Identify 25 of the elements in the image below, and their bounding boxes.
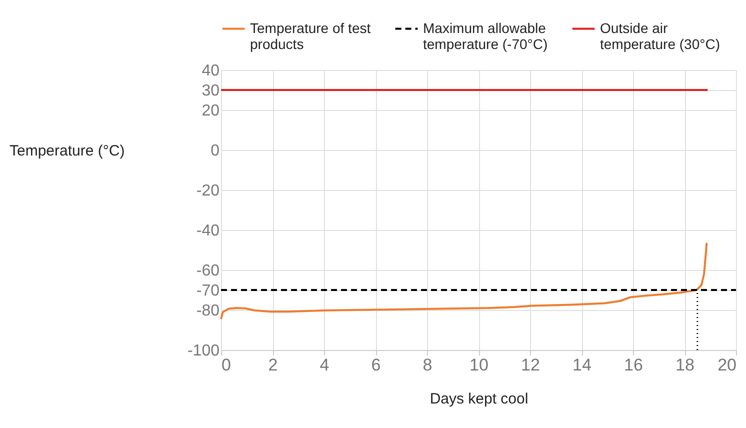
x-tick-label: 14 [572,356,592,374]
y-tick-label: 0 [210,142,220,160]
x-tick-label: 12 [521,356,540,374]
x-axis-title: Days kept cool [430,390,528,408]
legend-label: Temperature of test products [250,20,371,52]
x-tick-label: 4 [320,356,330,374]
legend-label: Maximum allowable temperature (-70°C) [423,20,548,52]
y-tick-label: -100 [187,342,220,360]
y-tick-label: -20 [196,182,220,200]
legend-label: Outside air temperature (30°C) [600,20,720,52]
y-tick-label: 20 [202,102,220,120]
x-tick-label: 16 [624,356,643,374]
y-tick-label: 40 [202,62,220,80]
x-tick-label: 10 [470,356,488,374]
y-tick-label: -80 [196,302,220,320]
x-tick-label: 20 [718,356,736,374]
x-tick-label: 2 [268,356,278,374]
x-tick-label: 18 [676,356,694,374]
y-axis-title: Temperature (°C) [10,142,125,160]
y-tick-label: -60 [196,262,220,280]
y-tick-label: -40 [196,222,220,240]
y-tick-label: -70 [196,282,220,300]
y-tick-label: 30 [202,82,220,100]
x-tick-label: 6 [371,356,381,374]
x-tick-label: 8 [422,356,432,374]
